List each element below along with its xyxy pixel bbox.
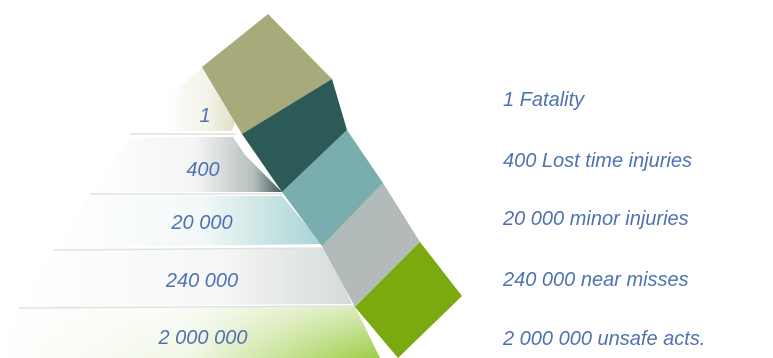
pyramid-tier-2 <box>92 137 282 192</box>
pyramid-block-2 <box>282 130 383 246</box>
pyramid-tier-1 <box>163 67 242 131</box>
pyramid-apex-block <box>202 14 332 134</box>
pyramid-block-3 <box>322 183 420 307</box>
legend-item-lost-time-injuries: 400 Lost time injuries <box>503 150 692 172</box>
pyramid-legend: 1 Fatality 400 Lost time injuries 20 000… <box>503 0 773 358</box>
tier-value-2: 400 <box>186 159 219 181</box>
pyramid-tier-3 <box>55 196 322 248</box>
tier-value-4: 240 000 <box>165 270 238 292</box>
pyramid-tier-4 <box>20 248 352 306</box>
legend-item-minor-injuries: 20 000 minor injuries <box>503 208 689 230</box>
pyramid-block-1 <box>242 79 347 192</box>
tier-value-1: 1 <box>199 105 210 127</box>
legend-item-unsafe-acts: 2 000 000 unsafe acts. <box>503 328 706 350</box>
legend-item-fatality: 1 Fatality <box>503 89 585 111</box>
legend-item-near-misses: 240 000 near misses <box>503 269 689 291</box>
tier-divider <box>18 305 357 309</box>
tier-value-3: 20 000 <box>170 212 232 234</box>
tier-value-5: 2 000 000 <box>158 327 248 349</box>
pyramid-tier-5-highlight <box>0 307 380 358</box>
pyramid-block-4 <box>355 242 462 358</box>
tier-divider <box>53 247 327 251</box>
